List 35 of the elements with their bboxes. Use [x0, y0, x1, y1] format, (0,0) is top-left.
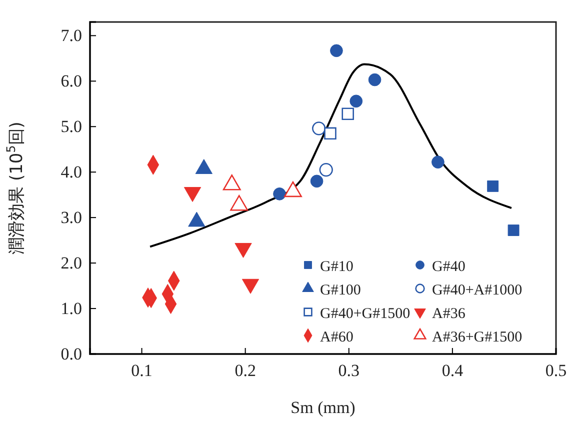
point — [487, 180, 499, 192]
point — [350, 94, 363, 108]
y-tick-label: 7.0 — [60, 26, 82, 46]
x-axis-title: Sm (mm) — [290, 398, 356, 417]
x-tick-label: 0.2 — [234, 361, 256, 380]
y-tick-label: 4.0 — [60, 162, 82, 182]
y-tick-label: 2.0 — [60, 253, 82, 272]
y-tick-label: 6.0 — [60, 72, 82, 91]
point — [368, 73, 382, 86]
y-tick-label: 5.0 — [60, 117, 82, 136]
point — [310, 174, 324, 188]
point — [508, 224, 520, 236]
point — [324, 127, 336, 140]
legend-label: G#10 — [320, 259, 354, 275]
point — [432, 156, 444, 168]
legend-label: A#36 — [432, 306, 466, 322]
y-tick-label: 3.0 — [60, 208, 82, 227]
legend-label: A#60 — [320, 330, 354, 346]
legend-label: G#40+A#1000 — [432, 282, 522, 298]
y-tick-label: 1.0 — [60, 298, 82, 318]
x-tick-label: 0.4 — [442, 361, 464, 380]
point — [319, 162, 333, 177]
y-tick-label: 0.0 — [60, 344, 82, 364]
point — [342, 108, 354, 120]
point — [312, 122, 326, 136]
x-tick-label: 0.3 — [338, 361, 360, 380]
point — [330, 44, 343, 58]
legend-label: G#40+G#1500 — [320, 306, 410, 322]
line-series — [149, 63, 512, 248]
point — [273, 187, 286, 200]
x-tick-label: 0.5 — [545, 361, 567, 380]
legend-label: G#40 — [432, 259, 466, 275]
x-tick-label: 0.1 — [131, 361, 152, 380]
legend-label: A#36+G#1500 — [432, 330, 522, 346]
legend-label: G#100 — [320, 282, 361, 298]
